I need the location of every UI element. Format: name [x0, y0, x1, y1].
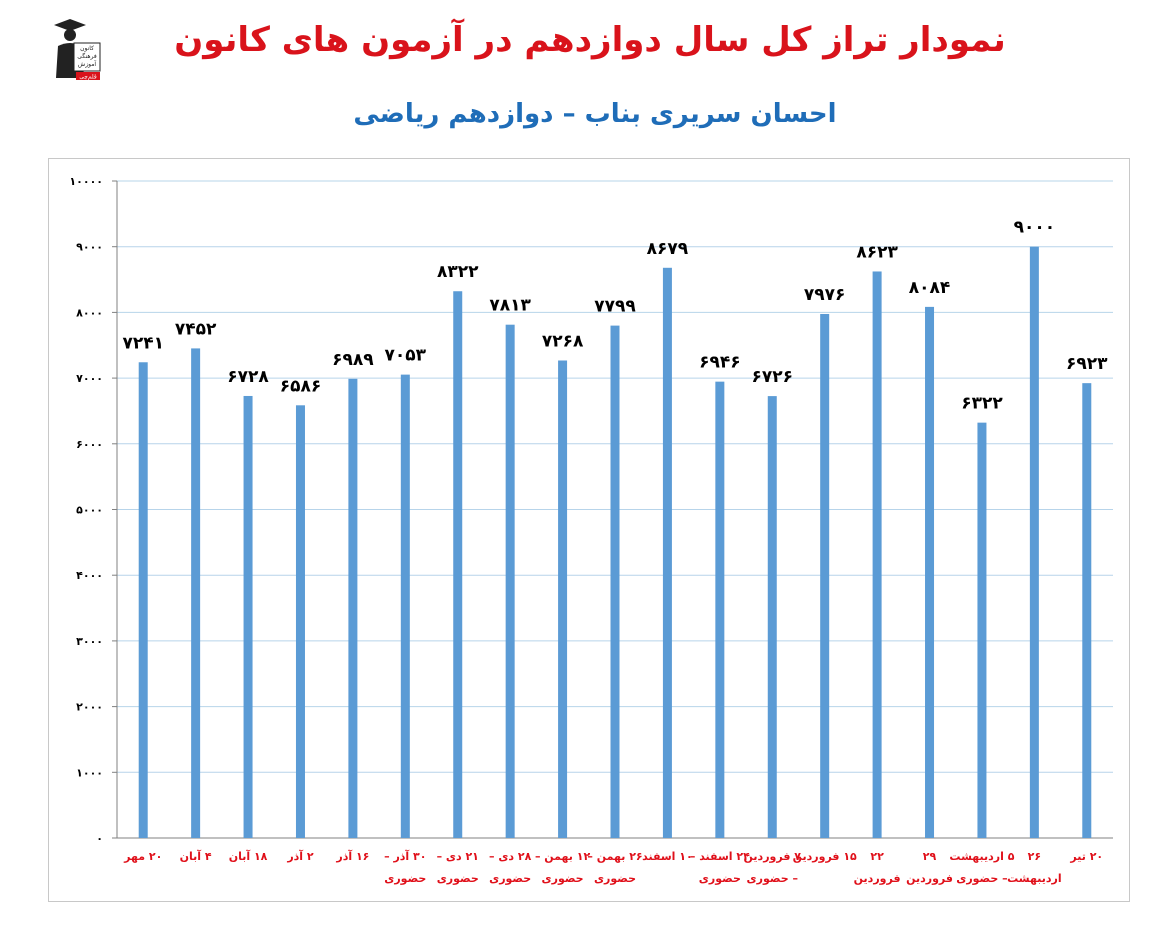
data-label: ۷۷۹۹	[594, 297, 636, 317]
y-tick-label: ۳۰۰۰	[76, 635, 103, 648]
x-tick-label: حضوری	[699, 872, 741, 885]
x-tick-label: ۵ اردیبهشت	[949, 850, 1014, 863]
data-label: ۶۳۲۲	[961, 394, 1003, 414]
data-label: ۶۷۲۶	[752, 367, 794, 387]
bar	[191, 348, 201, 838]
x-tick-label: ۱۶ آذر	[335, 849, 369, 863]
x-tick-label: ۲۴ اسفند –	[690, 850, 750, 863]
x-tick-label: ۷ فروردین	[744, 850, 802, 863]
y-tick-label: ۹۰۰۰	[76, 241, 103, 254]
bar	[505, 324, 515, 838]
x-tick-label: حضوری	[384, 872, 426, 885]
y-tick-label: ۱۰۰۰۰	[69, 175, 103, 188]
bar	[767, 396, 777, 838]
y-tick-label: ۱۰۰۰	[76, 766, 103, 779]
x-tick-label: ۱۵ فروردین	[793, 850, 857, 863]
y-tick-label: ۴۰۰۰	[76, 569, 103, 582]
bar	[872, 271, 882, 839]
data-label: ۷۰۵۳	[385, 346, 427, 366]
logo-badge: قلم‌چی	[79, 74, 97, 81]
data-label: ۷۲۴۱	[122, 333, 164, 353]
x-tick-label: حضوری	[437, 872, 479, 885]
x-tick-label: – حضوری	[956, 872, 1007, 885]
bar	[138, 362, 148, 838]
x-tick-label: ۲۶	[1028, 850, 1041, 863]
x-tick-label: ۴ آبان	[180, 849, 212, 863]
x-tick-label: – حضوری	[747, 872, 798, 885]
x-tick-label: ۲ آذر	[286, 849, 314, 863]
data-label: ۷۹۷۶	[804, 285, 846, 305]
x-tick-label: ۱۸ آبان	[229, 849, 268, 863]
x-tick-label: ۲۶ بهمن –	[587, 850, 642, 863]
data-label: ۸۰۸۴	[909, 278, 951, 298]
data-label: ۹۰۰۰	[1014, 218, 1056, 238]
bar	[453, 291, 463, 838]
bar	[400, 374, 410, 838]
y-tick-label: ۶۰۰۰	[76, 438, 103, 451]
data-label: ۶۹۸۹	[332, 350, 374, 370]
x-tick-label: ۲۰ مهر	[123, 850, 162, 863]
bar	[348, 378, 358, 838]
logo-line-3: آموزش	[78, 59, 97, 68]
x-tick-label: ۱۰ اسفند	[642, 850, 693, 863]
x-tick-label: فروردین	[854, 872, 901, 885]
bar	[610, 325, 620, 838]
y-tick-label: ۰	[96, 832, 103, 845]
bar	[558, 360, 568, 838]
bar	[1082, 383, 1092, 838]
bar	[662, 267, 672, 839]
page-title: نمودار تراز کل سال دوازدهم در آزمون های …	[174, 20, 1006, 60]
x-tick-label: ۲۲	[870, 850, 884, 863]
data-label: ۸۶۲۳	[856, 242, 898, 262]
x-tick-label: ۲۱ دی –	[437, 850, 479, 863]
x-tick-label: ۲۰ تیر	[1069, 850, 1103, 863]
x-tick-label: فروردین	[906, 872, 953, 885]
data-label: ۷۸۱۳	[489, 296, 531, 316]
x-tick-label: اردیبهشت	[1007, 872, 1061, 885]
bar	[1029, 246, 1039, 838]
bar-chart: ۰ ۱۰۰۰ ۲۰۰۰ ۳۰۰۰ ۴۰۰۰ ۵۰۰۰ ۶۰۰۰ ۷۰۰۰ ۸۰۰۰ ۹۰۰۰ ۱۰۰…	[69, 175, 1113, 885]
y-tick-label: ۵۰۰۰	[76, 504, 103, 517]
logo-line-1: کانون	[80, 45, 94, 52]
x-tick-label: حضوری	[489, 872, 531, 885]
x-tick-label: حضوری	[594, 872, 636, 885]
bar	[295, 405, 305, 838]
x-tick-label: حضوری	[542, 872, 584, 885]
bar	[925, 306, 935, 838]
bar	[820, 313, 830, 838]
x-tick-label: ۳۰ آذر –	[384, 849, 426, 863]
x-tick-label: ۲۸ دی –	[489, 850, 532, 863]
data-label: ۸۶۷۹	[647, 239, 689, 259]
data-label: ۷۴۵۲	[175, 319, 217, 339]
x-tick-label: ۱۲ بهمن –	[535, 850, 591, 863]
page-subtitle: احسان سریری بناب – دوازدهم ریاضی	[353, 99, 837, 129]
y-tick-label: ۲۰۰۰	[76, 701, 103, 714]
data-label: ۶۷۲۸	[227, 367, 269, 387]
data-label: ۶۵۸۶	[280, 376, 322, 396]
bar	[715, 381, 725, 838]
bar	[243, 395, 253, 838]
x-tick-label: ۲۹	[923, 850, 937, 863]
data-label: ۶۹۲۳	[1066, 354, 1108, 374]
bar	[977, 422, 987, 838]
data-label: ۶۹۴۶	[699, 353, 741, 373]
graduate-logo-icon: کانون فرهنگی آموزش قلم‌چی	[54, 19, 101, 81]
y-tick-label: ۸۰۰۰	[76, 306, 103, 319]
chart-area: ۰ ۱۰۰۰ ۲۰۰۰ ۳۰۰۰ ۴۰۰۰ ۵۰۰۰ ۶۰۰۰ ۷۰۰۰ ۸۰۰۰ ۹۰۰۰ ۱۰۰…	[48, 158, 1130, 902]
kanoon-logo: کانون فرهنگی آموزش قلم‌چی	[50, 16, 104, 86]
data-label: ۷۲۶۸	[542, 331, 584, 351]
y-tick-label: ۷۰۰۰	[76, 372, 103, 385]
logo-line-2: فرهنگی	[77, 52, 97, 60]
data-label: ۸۳۲۲	[437, 262, 479, 282]
